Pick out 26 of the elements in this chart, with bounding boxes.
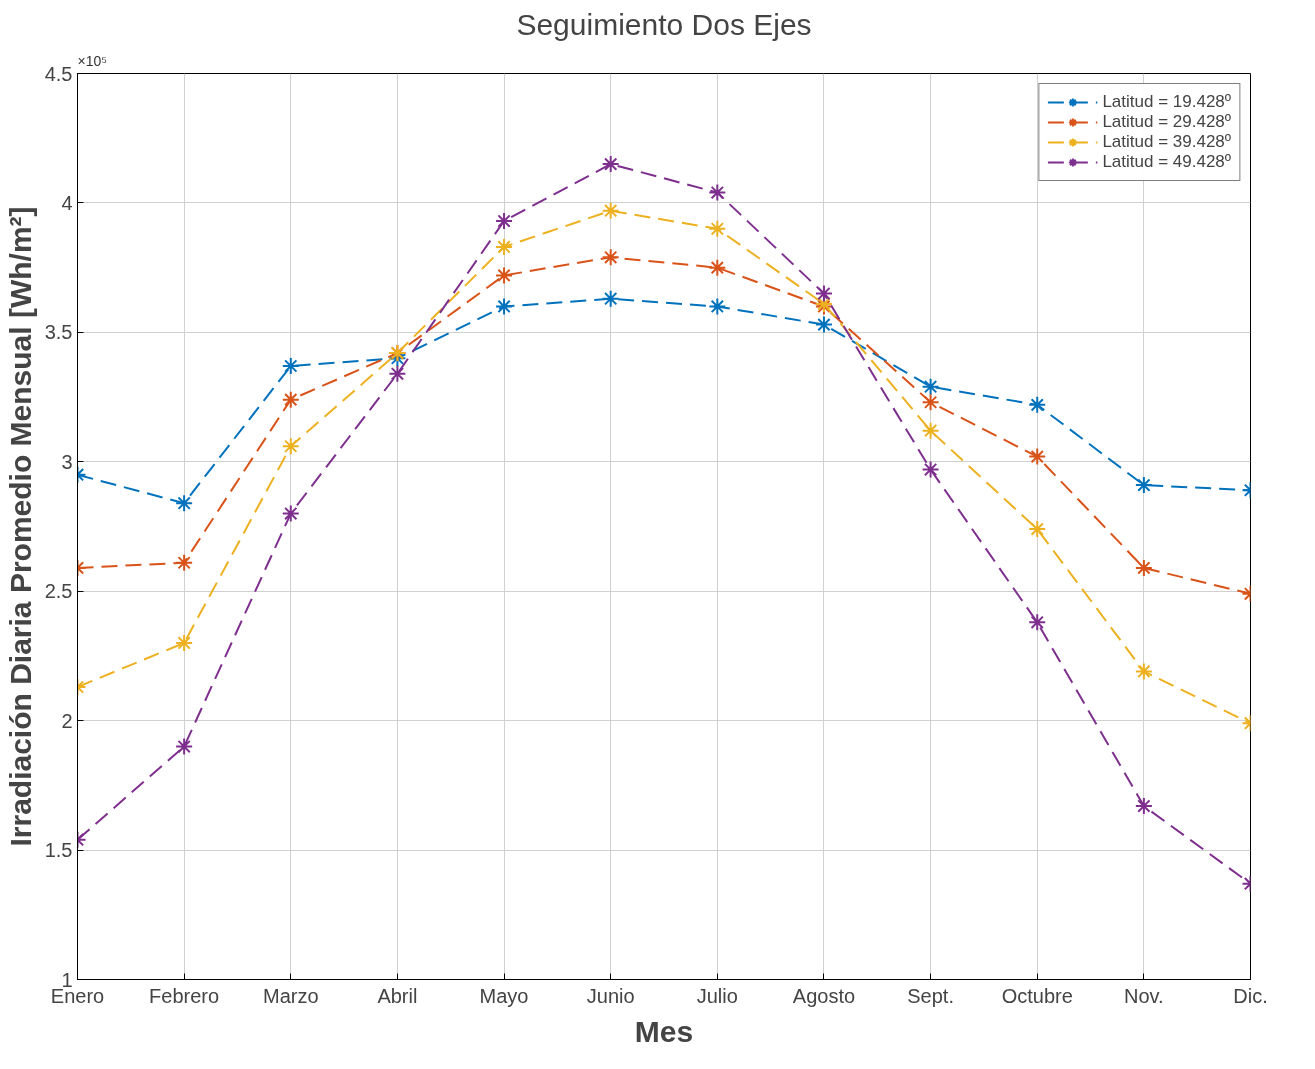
y-tick-label: 2.5 bbox=[44, 580, 73, 603]
y-tick-label: 2 bbox=[61, 709, 73, 732]
chart-title: Seguimiento Dos Ejes bbox=[516, 7, 812, 41]
text: ×10⁵ bbox=[77, 52, 108, 69]
x-tick-label: Abril bbox=[377, 984, 418, 1007]
y-tick-label: 3 bbox=[61, 450, 73, 473]
legend-label: Latitud = 49.428º bbox=[1102, 152, 1231, 172]
y-axis-title: Irradiación Diaria Promedio Mensual [Wh/m²] bbox=[3, 206, 37, 847]
x-tick-label: Mayo bbox=[479, 984, 529, 1007]
x-tick-label: Dic. bbox=[1233, 984, 1268, 1007]
x-tick-label: Junio bbox=[586, 984, 635, 1007]
y-tick-label: 4 bbox=[61, 191, 73, 214]
x-tick-label: Julio bbox=[696, 984, 738, 1007]
y-tick-label: 3.5 bbox=[44, 321, 73, 344]
legend-label: Latitud = 29.428º bbox=[1102, 112, 1231, 132]
x-tick-label: Marzo bbox=[262, 984, 319, 1007]
legend-label: Latitud = 39.428º bbox=[1102, 132, 1231, 152]
x-tick-label: Agosto bbox=[792, 984, 856, 1007]
y-tick-label: 4.5 bbox=[44, 62, 73, 85]
legend-label: Latitud = 19.428º bbox=[1102, 92, 1231, 112]
y-tick-label: 1.5 bbox=[44, 839, 73, 862]
x-tick-label: Nov. bbox=[1124, 984, 1164, 1007]
x-tick-label: Sept. bbox=[907, 984, 954, 1007]
x-tick-label: Febrero bbox=[149, 984, 220, 1007]
x-axis-title: Mes bbox=[634, 1014, 694, 1048]
x-tick-label: Octubre bbox=[1001, 984, 1073, 1007]
